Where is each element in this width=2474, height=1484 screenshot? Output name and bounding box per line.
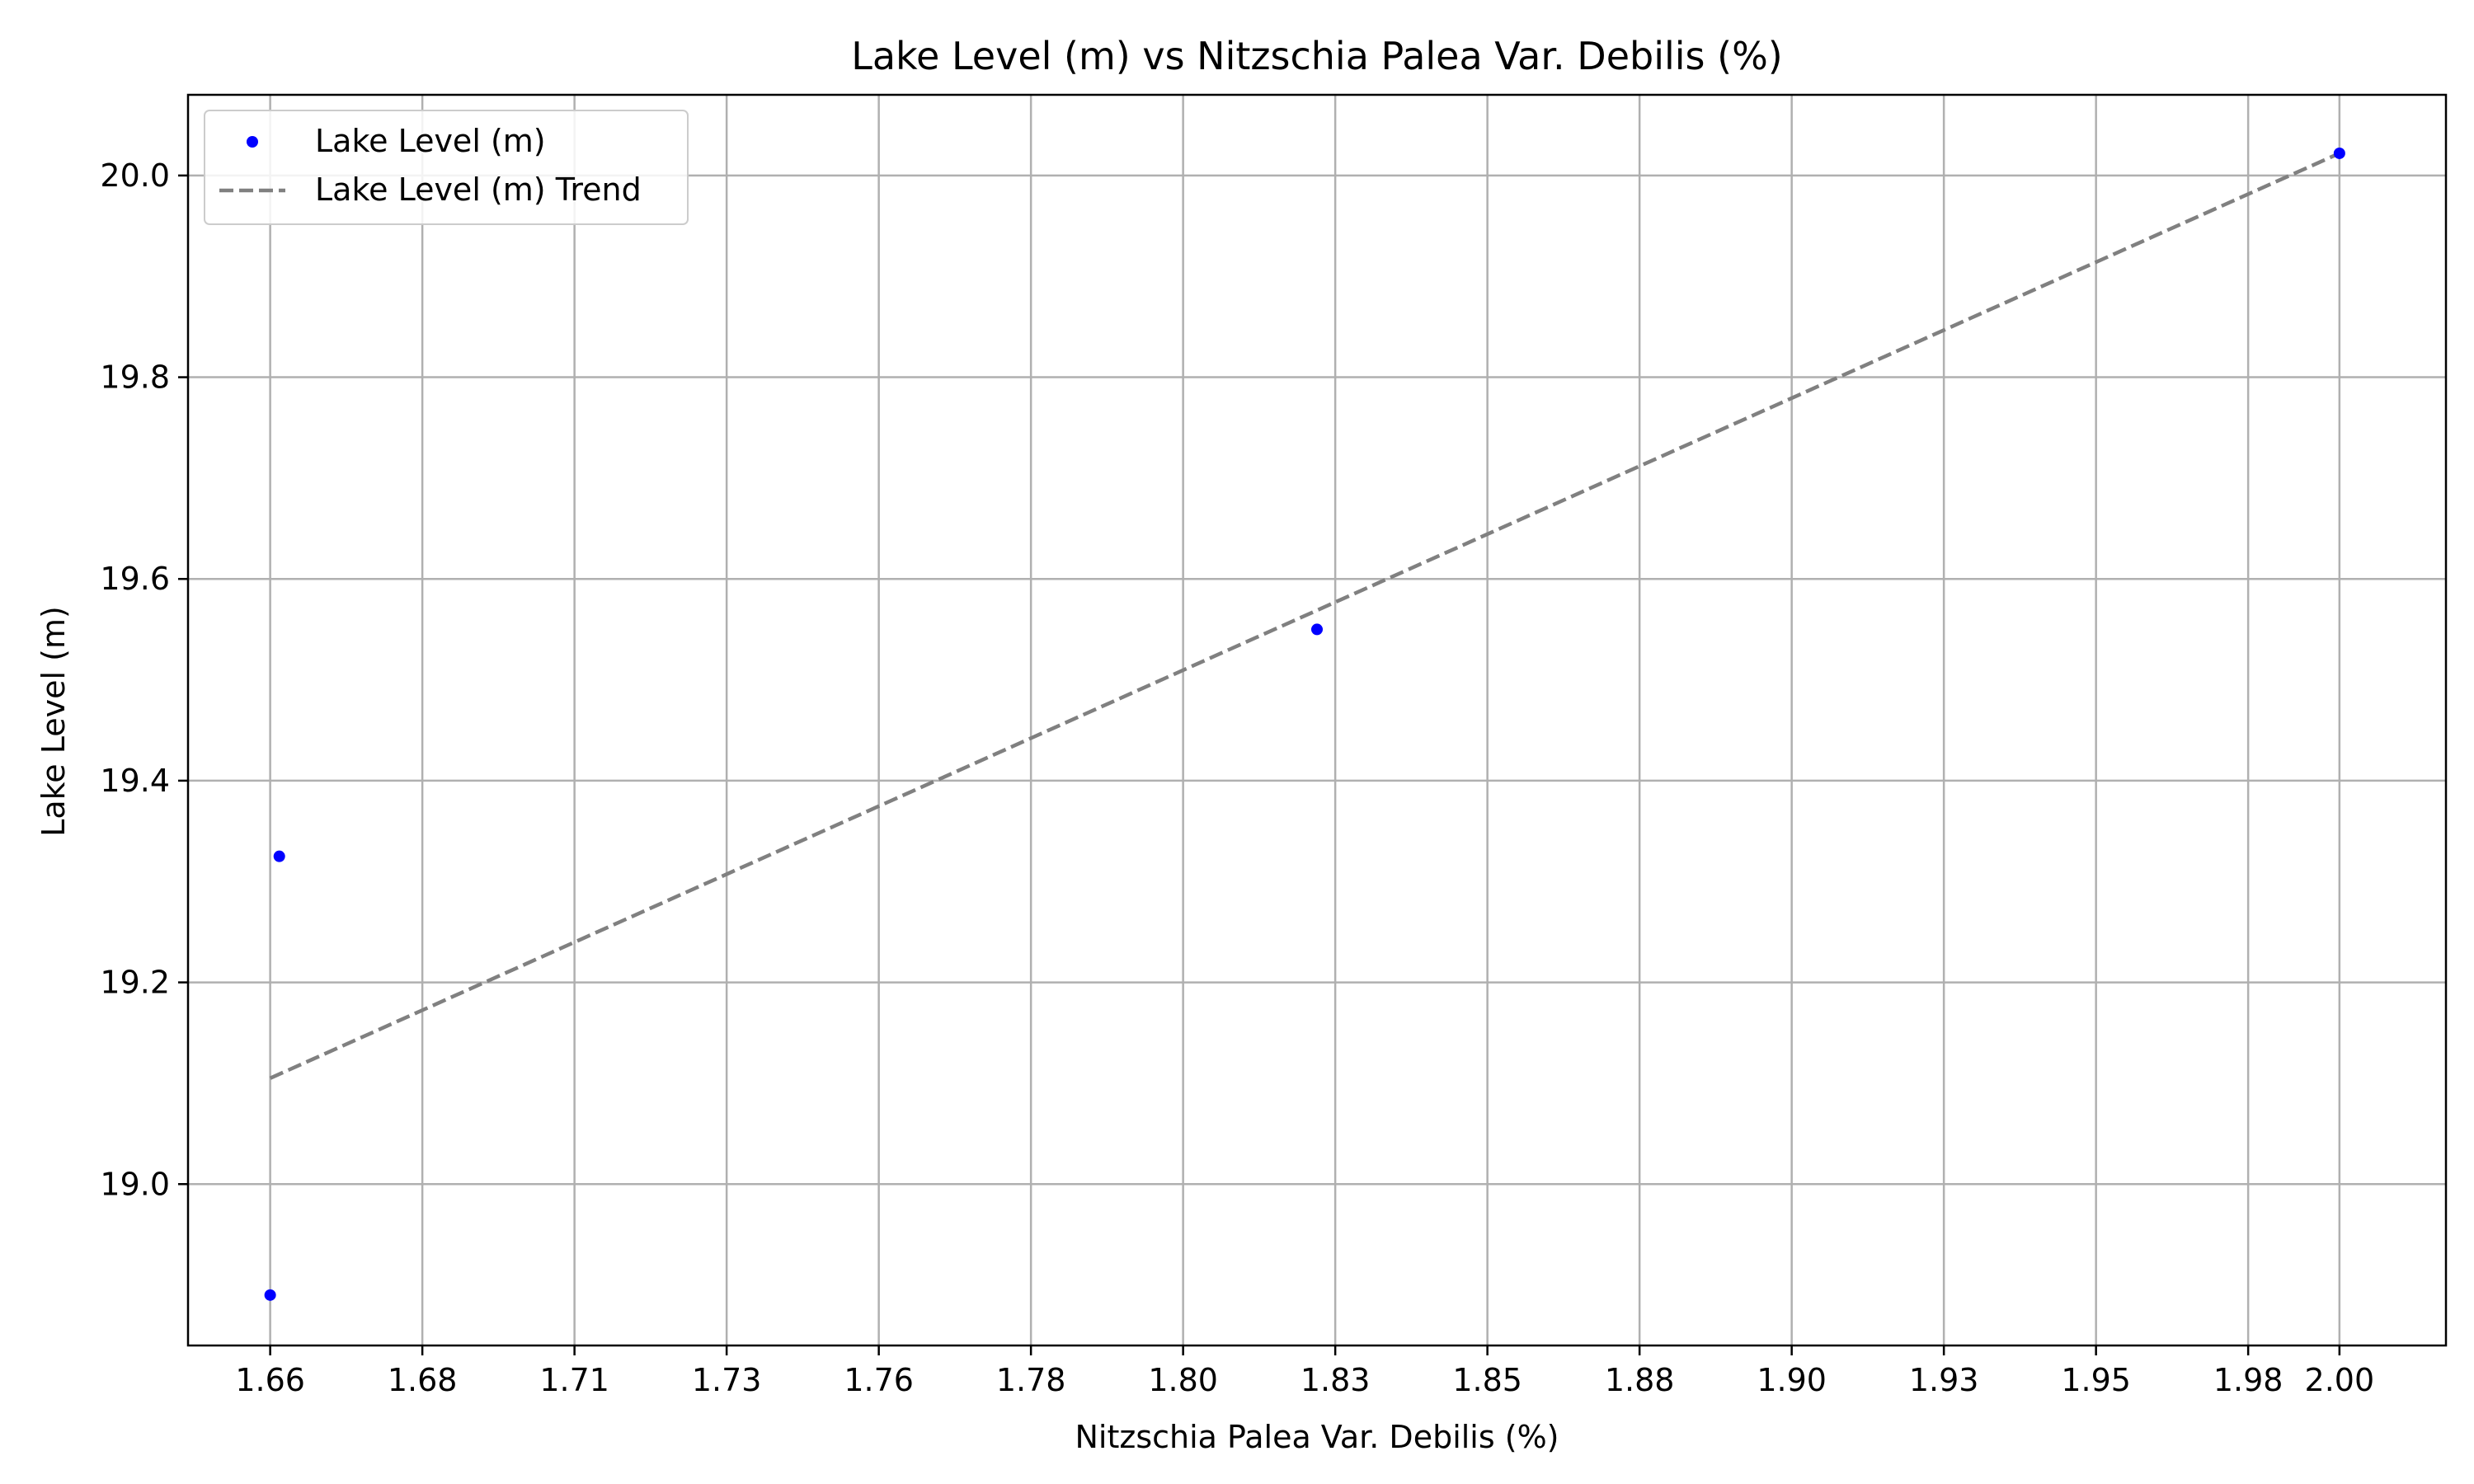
x-axis: 1.66 1.68 1.71 1.73 1.76 1.78 1.80 1.83 1.85 1.88… <box>235 1345 2374 1398</box>
y-tick-label: 19.0 <box>100 1166 170 1202</box>
legend-label-trend: Lake Level (m) Trend <box>315 171 642 208</box>
trend-layer <box>269 151 2340 1080</box>
chart-title: Lake Level (m) vs Nitzschia Palea Var. D… <box>851 34 1783 78</box>
data-point <box>264 1289 276 1301</box>
grid-lines <box>188 95 2446 1345</box>
trend-line <box>269 151 2340 1080</box>
y-tick-label: 19.8 <box>100 359 170 396</box>
x-tick-label: 1.76 <box>844 1362 914 1398</box>
y-tick-label: 19.4 <box>100 763 170 799</box>
y-axis-label: Lake Level (m) <box>35 606 72 837</box>
x-tick-label: 1.83 <box>1300 1362 1371 1398</box>
x-axis-label: Nitzschia Palea Var. Debilis (%) <box>1075 1419 1559 1455</box>
x-tick-label: 1.71 <box>539 1362 609 1398</box>
points-layer <box>264 147 2345 1301</box>
x-tick-label: 1.66 <box>235 1362 305 1398</box>
data-point <box>2333 147 2345 159</box>
y-axis: 19.0 19.2 19.4 19.6 19.8 20.0 <box>100 157 188 1202</box>
y-tick-label: 19.2 <box>100 965 170 1001</box>
x-tick-label: 1.78 <box>996 1362 1066 1398</box>
x-tick-label: 2.00 <box>2305 1362 2375 1398</box>
legend-box <box>204 110 689 225</box>
x-tick-label: 1.95 <box>2061 1362 2131 1398</box>
plot-frame <box>186 93 2448 1347</box>
x-tick-label: 1.68 <box>388 1362 458 1398</box>
x-tick-label: 1.93 <box>1909 1362 1979 1398</box>
data-point <box>273 850 285 862</box>
legend-marker-points <box>247 136 258 148</box>
x-tick-label: 1.80 <box>1148 1362 1218 1398</box>
x-tick-label: 1.85 <box>1452 1362 1522 1398</box>
x-tick-label: 1.73 <box>692 1362 762 1398</box>
data-point <box>1311 623 1323 636</box>
legend-label-points: Lake Level (m) <box>315 123 546 159</box>
y-tick-label: 20.0 <box>100 157 170 194</box>
x-tick-label: 1.90 <box>1757 1362 1827 1398</box>
y-tick-label: 19.6 <box>100 561 170 597</box>
x-tick-label: 1.98 <box>2213 1362 2284 1398</box>
x-tick-label: 1.88 <box>1605 1362 1675 1398</box>
legend: Lake Level (m) Lake Level (m) Trend <box>204 110 689 225</box>
